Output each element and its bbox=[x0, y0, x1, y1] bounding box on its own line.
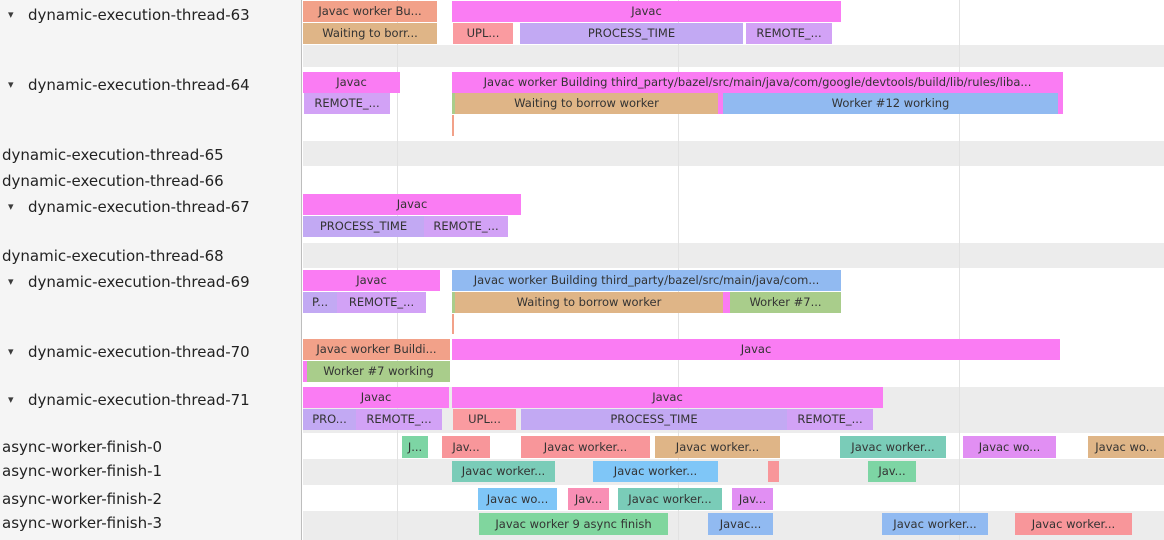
trace-event-bar[interactable]: Javac... bbox=[708, 513, 773, 535]
track-name: dynamic-execution-thread-71 bbox=[28, 391, 250, 409]
trace-event-bar[interactable]: Javac bbox=[303, 194, 521, 215]
trace-event-bar[interactable]: Javac worker Bu... bbox=[303, 1, 437, 22]
track-label-dynamic-execution-thread-64[interactable]: ▾ dynamic-execution-thread-64 bbox=[0, 75, 301, 95]
instant-event-tick[interactable] bbox=[452, 115, 454, 136]
track-name: async-worker-finish-2 bbox=[2, 490, 163, 508]
trace-event-bar[interactable]: UPL... bbox=[453, 409, 516, 430]
trace-event-bar[interactable]: Javac worker Building third_party/bazel/… bbox=[452, 72, 1063, 93]
trace-event-bar[interactable] bbox=[452, 292, 455, 313]
collapse-arrow-icon[interactable]: ▾ bbox=[8, 344, 14, 358]
track-label-async-worker-finish-1[interactable]: async-worker-finish-1 bbox=[0, 461, 301, 481]
trace-event-bar[interactable]: Javac wo... bbox=[1088, 436, 1164, 458]
trace-event-bar[interactable]: Worker #12 working bbox=[723, 93, 1058, 114]
track-name: async-worker-finish-0 bbox=[2, 438, 163, 456]
time-gridline bbox=[959, 0, 960, 540]
trace-event-bar[interactable]: Waiting to borrow worker bbox=[455, 93, 718, 114]
track-name: async-worker-finish-1 bbox=[2, 462, 163, 480]
trace-event-bar[interactable]: J... bbox=[402, 436, 428, 458]
trace-event-bar[interactable]: Jav... bbox=[732, 488, 773, 510]
track-label-dynamic-execution-thread-66[interactable]: dynamic-execution-thread-66 bbox=[0, 171, 301, 191]
trace-event-bar[interactable]: REMOTE_... bbox=[746, 23, 832, 44]
trace-event-bar[interactable]: Javac bbox=[303, 72, 400, 93]
track-name: dynamic-execution-thread-68 bbox=[2, 247, 224, 265]
trace-event-bar[interactable]: Javac worker... bbox=[618, 488, 722, 510]
trace-event-bar[interactable]: Javac worker... bbox=[521, 436, 650, 458]
trace-event-bar[interactable] bbox=[718, 93, 723, 114]
trace-event-bar[interactable]: Javac worker... bbox=[593, 461, 718, 482]
trace-event-bar[interactable]: Javac worker... bbox=[655, 436, 780, 458]
trace-event-bar[interactable] bbox=[1058, 93, 1063, 114]
row-background-stripe bbox=[303, 243, 1164, 268]
row-background-stripe bbox=[303, 45, 1164, 67]
collapse-arrow-icon[interactable]: ▾ bbox=[8, 77, 14, 91]
trace-event-bar[interactable]: REMOTE_... bbox=[787, 409, 873, 430]
trace-event-bar[interactable]: Javac worker Buildi... bbox=[303, 339, 450, 360]
trace-event-bar[interactable]: REMOTE_... bbox=[304, 93, 390, 114]
trace-event-bar[interactable]: Javac worker... bbox=[1015, 513, 1132, 535]
trace-event-bar[interactable] bbox=[768, 461, 779, 482]
trace-event-bar[interactable]: Worker #7... bbox=[730, 292, 841, 313]
trace-event-bar[interactable] bbox=[303, 361, 307, 382]
trace-event-bar[interactable]: Javac worker Building third_party/bazel/… bbox=[452, 270, 841, 291]
track-label-dynamic-execution-thread-63[interactable]: ▾ dynamic-execution-thread-63 bbox=[0, 5, 301, 25]
track-label-dynamic-execution-thread-65[interactable]: dynamic-execution-thread-65 bbox=[0, 145, 301, 165]
trace-event-bar[interactable]: P... bbox=[303, 292, 337, 313]
timeline-canvas[interactable]: Javac worker Bu... Javac Waiting to borr..… bbox=[303, 0, 1164, 540]
track-label-dynamic-execution-thread-67[interactable]: ▾ dynamic-execution-thread-67 bbox=[0, 197, 301, 217]
track-name: dynamic-execution-thread-69 bbox=[28, 273, 250, 291]
trace-event-bar[interactable]: Javac bbox=[303, 387, 449, 408]
trace-event-bar[interactable]: Worker #7 working bbox=[307, 361, 450, 382]
trace-event-bar[interactable]: Waiting to borr... bbox=[303, 23, 437, 44]
track-label-async-worker-finish-0[interactable]: async-worker-finish-0 bbox=[0, 437, 301, 457]
collapse-arrow-icon[interactable]: ▾ bbox=[8, 199, 14, 213]
track-name: dynamic-execution-thread-64 bbox=[28, 76, 250, 94]
trace-event-bar[interactable]: Jav... bbox=[442, 436, 490, 458]
collapse-arrow-icon[interactable]: ▾ bbox=[8, 274, 14, 288]
collapse-arrow-icon[interactable]: ▾ bbox=[8, 7, 14, 21]
trace-event-bar[interactable]: PRO... bbox=[303, 409, 356, 430]
trace-event-bar[interactable]: Javac wo... bbox=[478, 488, 557, 510]
trace-event-bar[interactable]: REMOTE_... bbox=[356, 409, 442, 430]
trace-event-bar[interactable]: Javac wo... bbox=[963, 436, 1056, 458]
track-label-dynamic-execution-thread-71[interactable]: ▾ dynamic-execution-thread-71 bbox=[0, 390, 301, 410]
track-label-dynamic-execution-thread-69[interactable]: ▾ dynamic-execution-thread-69 bbox=[0, 272, 301, 292]
trace-event-bar[interactable]: Javac bbox=[452, 387, 883, 408]
trace-event-bar[interactable]: PROCESS_TIME bbox=[303, 216, 424, 237]
track-name: dynamic-execution-thread-66 bbox=[2, 172, 224, 190]
track-name: async-worker-finish-3 bbox=[2, 514, 163, 532]
row-background-stripe bbox=[303, 141, 1164, 166]
instant-event-tick[interactable] bbox=[452, 314, 454, 334]
track-name: dynamic-execution-thread-70 bbox=[28, 343, 250, 361]
trace-event-bar[interactable]: Waiting to borrow worker bbox=[455, 292, 723, 313]
trace-event-bar[interactable]: Javac worker... bbox=[882, 513, 988, 535]
track-label-async-worker-finish-2[interactable]: async-worker-finish-2 bbox=[0, 489, 301, 509]
trace-event-bar[interactable]: Javac worker... bbox=[840, 436, 946, 458]
track-name: dynamic-execution-thread-65 bbox=[2, 146, 224, 164]
trace-event-bar[interactable]: UPL... bbox=[453, 23, 513, 44]
trace-event-bar[interactable] bbox=[723, 292, 730, 313]
trace-event-bar[interactable]: PROCESS_TIME bbox=[520, 23, 743, 44]
trace-event-bar[interactable]: Jav... bbox=[568, 488, 609, 510]
trace-event-bar[interactable]: Javac worker 9 async finish bbox=[479, 513, 668, 535]
trace-event-bar[interactable]: REMOTE_... bbox=[424, 216, 508, 237]
trace-event-bar[interactable]: Javac bbox=[452, 339, 1060, 360]
trace-event-bar[interactable] bbox=[452, 93, 455, 114]
track-name: dynamic-execution-thread-63 bbox=[28, 6, 250, 24]
track-name: dynamic-execution-thread-67 bbox=[28, 198, 250, 216]
trace-event-bar[interactable]: Javac bbox=[303, 270, 440, 291]
trace-event-bar[interactable]: Jav... bbox=[868, 461, 916, 482]
trace-event-bar[interactable]: REMOTE_... bbox=[337, 292, 426, 313]
track-label-dynamic-execution-thread-68[interactable]: dynamic-execution-thread-68 bbox=[0, 246, 301, 266]
trace-event-bar[interactable]: PROCESS_TIME bbox=[521, 409, 787, 430]
track-label-dynamic-execution-thread-70[interactable]: ▾ dynamic-execution-thread-70 bbox=[0, 342, 301, 362]
track-name-panel: ▾ dynamic-execution-thread-63 ▾ dynamic-exe… bbox=[0, 0, 302, 540]
collapse-arrow-icon[interactable]: ▾ bbox=[8, 392, 14, 406]
trace-event-bar[interactable]: Javac worker... bbox=[452, 461, 555, 482]
trace-event-bar[interactable]: Javac bbox=[452, 1, 841, 22]
row-background-stripe bbox=[303, 459, 1164, 485]
track-label-async-worker-finish-3[interactable]: async-worker-finish-3 bbox=[0, 513, 301, 533]
